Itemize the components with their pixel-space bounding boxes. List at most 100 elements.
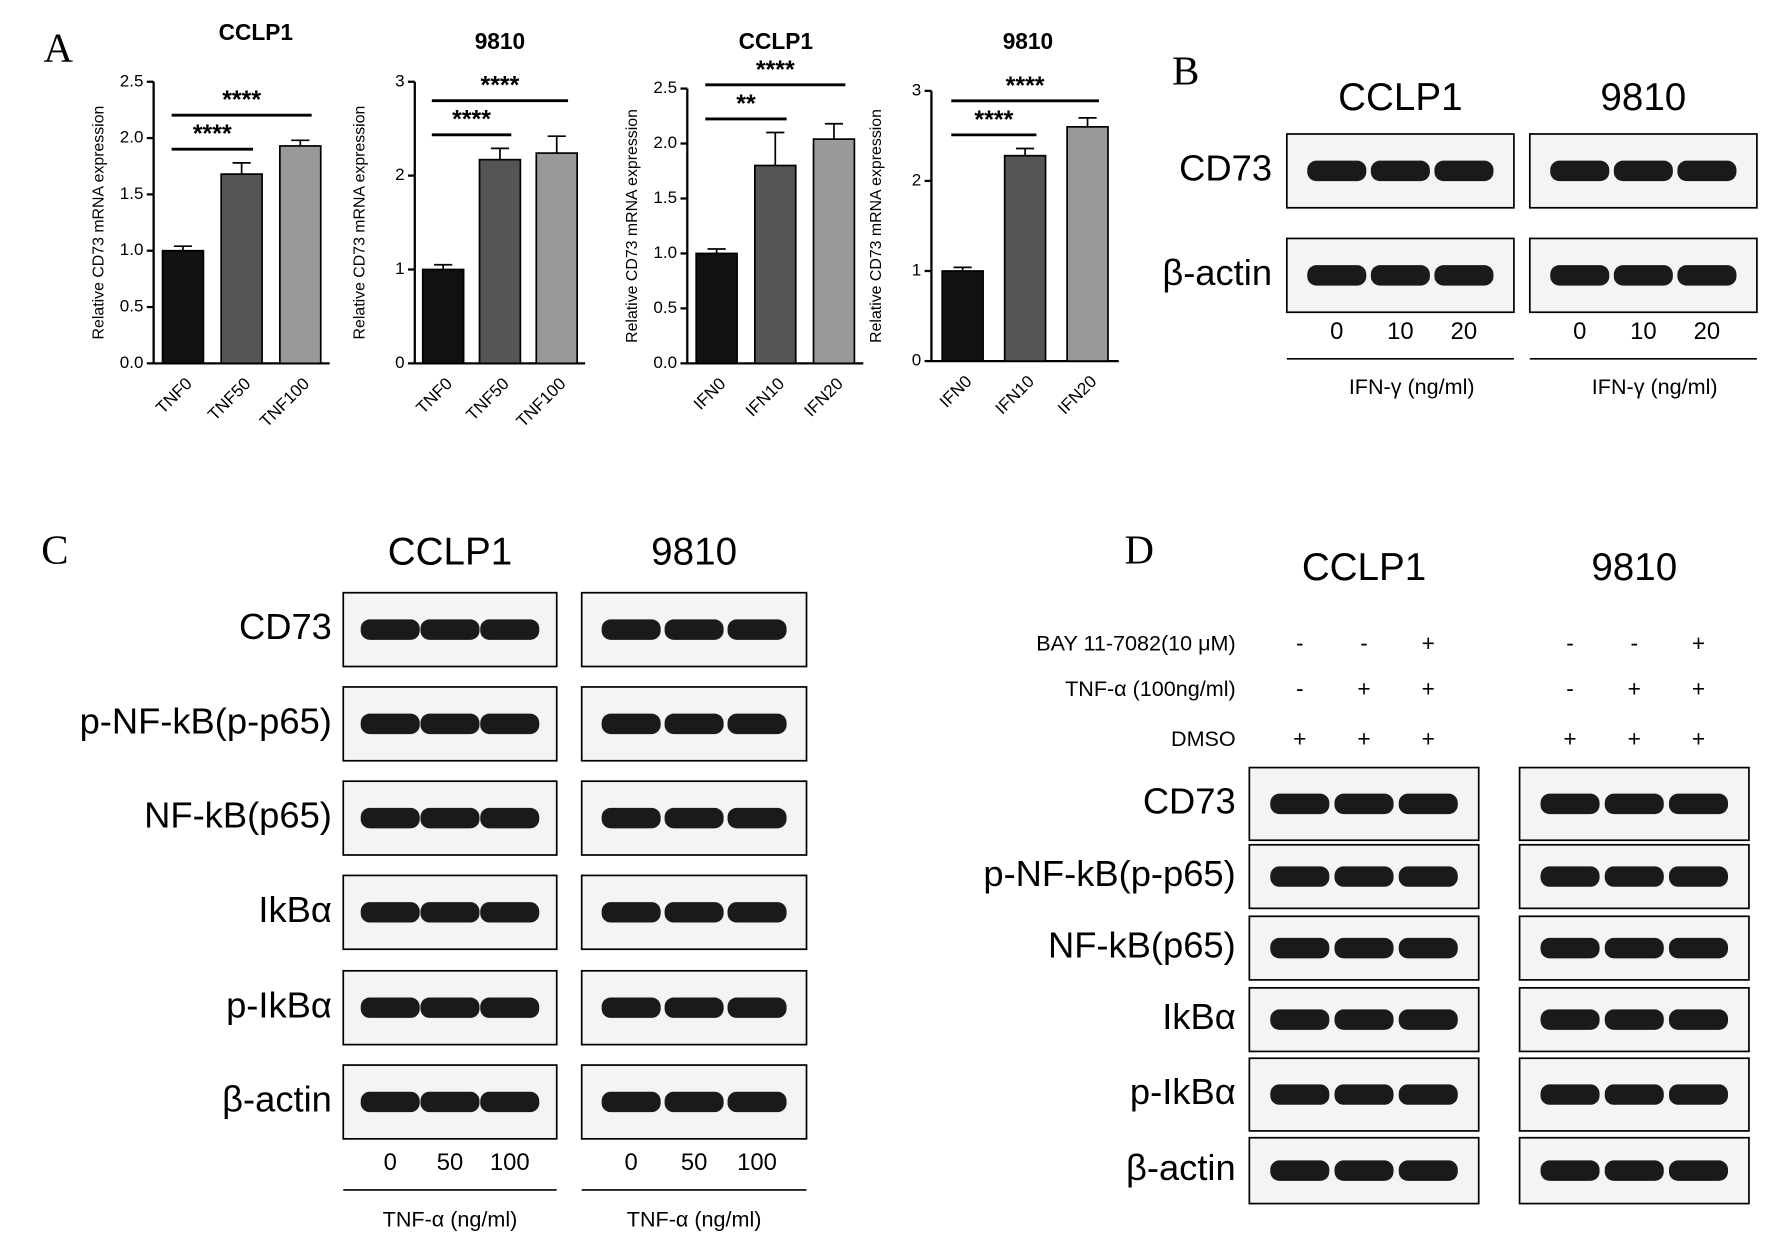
row-label: CD73 — [239, 606, 332, 647]
band — [1677, 265, 1737, 286]
treatment-label: TNF-α (ng/ml) — [383, 1206, 518, 1231]
chart-title: 9810 — [475, 28, 525, 54]
band — [1604, 1084, 1664, 1105]
significance-label: **** — [452, 106, 491, 134]
band — [480, 1091, 540, 1113]
y-tick-label: 0.0 — [653, 353, 677, 372]
band — [601, 619, 661, 640]
band — [1604, 1160, 1664, 1181]
band — [1307, 160, 1367, 182]
band — [1613, 160, 1673, 182]
band — [1540, 866, 1600, 887]
y-tick-label: 1.5 — [653, 188, 677, 207]
band — [601, 997, 661, 1018]
bar — [1066, 126, 1109, 362]
x-tick-label: TNF50 — [463, 374, 513, 424]
significance-label: **** — [1006, 72, 1045, 100]
y-tick-label: 1 — [912, 260, 921, 279]
band — [1677, 160, 1737, 182]
x-tick-label: TNF0 — [412, 374, 456, 418]
y-axis-label: Relative CD73 mRNA expression — [624, 109, 641, 343]
band — [1668, 866, 1729, 887]
band — [1270, 1009, 1330, 1030]
band — [1398, 1084, 1458, 1105]
band — [664, 997, 724, 1018]
band — [1398, 1009, 1458, 1030]
band — [1270, 937, 1330, 959]
cell-line: 9810 — [1600, 76, 1686, 119]
band — [1398, 937, 1458, 959]
chart-title: CCLP1 — [219, 19, 293, 45]
y-tick-label: 1.5 — [120, 184, 144, 203]
panel-label: C — [41, 527, 68, 572]
band — [664, 713, 724, 735]
row-label: p-NF-kB(p-p65) — [983, 853, 1235, 894]
band — [601, 902, 661, 923]
x-tick-label: IFN20 — [801, 374, 847, 420]
x-tick-label: TNF0 — [152, 374, 196, 418]
condition-sign: + — [1422, 725, 1435, 751]
band — [480, 619, 540, 640]
band — [1550, 160, 1610, 182]
band — [360, 619, 420, 640]
band — [360, 713, 420, 735]
band — [1668, 1084, 1729, 1105]
band — [420, 619, 480, 640]
x-tick-label: IFN20 — [1054, 372, 1100, 418]
x-tick-label: IFN0 — [936, 372, 976, 412]
band — [727, 807, 787, 829]
band — [601, 1091, 661, 1113]
bar — [695, 252, 738, 365]
y-tick-label: 2.0 — [120, 128, 144, 147]
lane-label: 20 — [1694, 318, 1721, 345]
band — [480, 997, 540, 1018]
significance-label: ** — [736, 90, 756, 118]
band — [360, 997, 420, 1018]
lane-label: 0 — [625, 1149, 638, 1176]
band — [1668, 793, 1729, 815]
band — [1398, 866, 1458, 887]
band — [727, 902, 787, 923]
bar — [161, 249, 205, 365]
condition-sign: - — [1296, 675, 1304, 701]
row-label: p-IkBα — [226, 984, 332, 1025]
lane-label: 10 — [1630, 318, 1657, 345]
x-tick-label: TNF50 — [204, 374, 254, 424]
chart-title: CCLP1 — [739, 28, 813, 54]
row-label: IkBα — [258, 889, 332, 930]
y-tick-label: 2.5 — [653, 78, 677, 97]
condition-label: TNF-α (100ng/ml) — [1065, 676, 1236, 701]
y-tick-label: 0.5 — [120, 297, 144, 316]
band — [1398, 793, 1458, 815]
band — [1668, 1160, 1729, 1181]
band — [664, 807, 724, 829]
band — [1398, 1160, 1458, 1181]
row-label: CD73 — [1143, 780, 1236, 821]
condition-sign: + — [1422, 630, 1435, 656]
band — [1604, 937, 1664, 959]
row-label: NF-kB(p65) — [1048, 925, 1236, 966]
band — [1270, 793, 1330, 815]
x-tick-label: IFN0 — [690, 374, 730, 414]
band — [1550, 265, 1610, 286]
condition-sign: + — [1357, 675, 1370, 701]
band — [360, 1091, 420, 1113]
band — [1434, 160, 1494, 182]
cell-line: CCLP1 — [388, 530, 512, 573]
condition-sign: - — [1630, 630, 1638, 656]
significance-label: **** — [974, 106, 1013, 134]
lane-label: 100 — [737, 1149, 777, 1176]
condition-sign: - — [1296, 630, 1304, 656]
treatment-label: IFN-γ (ng/ml) — [1592, 374, 1718, 399]
condition-sign: - — [1566, 675, 1574, 701]
band — [727, 713, 787, 735]
y-tick-label: 1 — [395, 259, 404, 278]
band — [601, 807, 661, 829]
band — [420, 1091, 480, 1113]
row-label: IkBα — [1162, 996, 1236, 1037]
bar — [1003, 154, 1047, 362]
significance-label: **** — [222, 86, 261, 114]
lane-label: 0 — [1330, 318, 1343, 345]
band — [360, 902, 420, 923]
